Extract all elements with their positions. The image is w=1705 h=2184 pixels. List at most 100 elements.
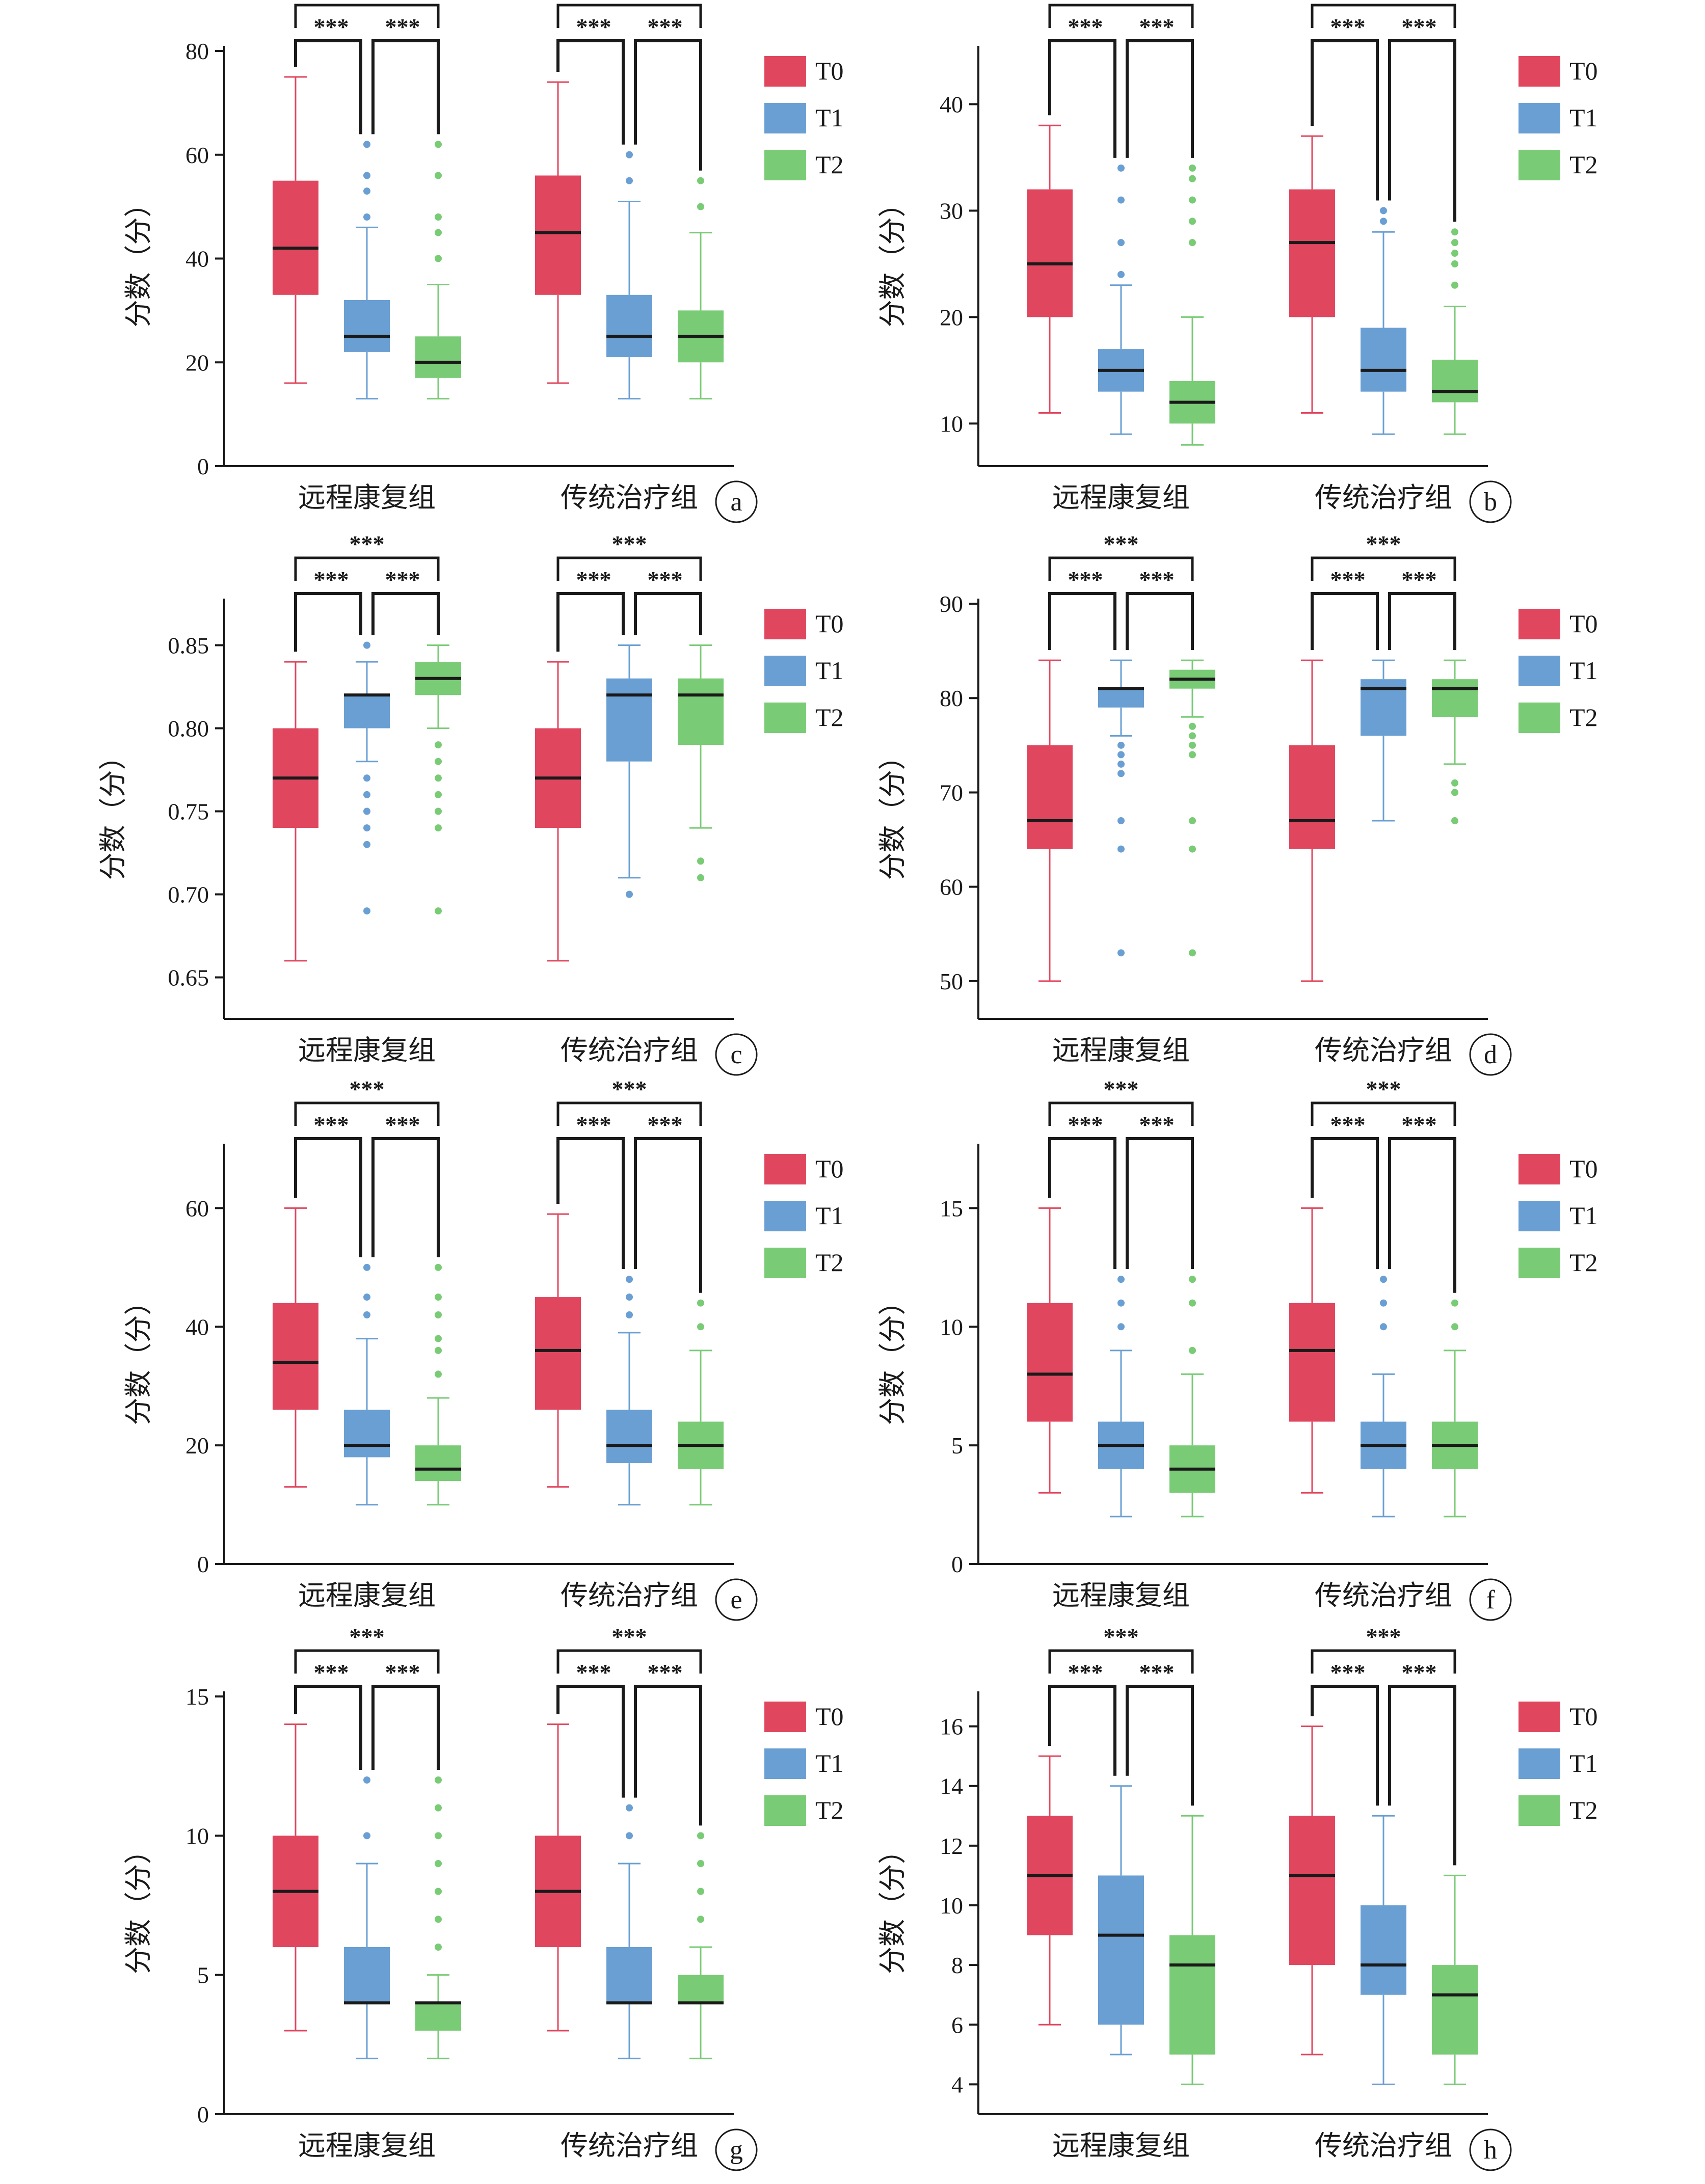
sig-label: ***: [612, 1076, 647, 1102]
bracket-t1-t2: [634, 1685, 702, 1826]
sig-label: ***: [1104, 531, 1139, 557]
bracket-t1-t2: [371, 592, 440, 635]
outlier-point: [697, 1888, 704, 1895]
box-T0: [1027, 1755, 1073, 2026]
sig-label: ***: [576, 1112, 611, 1138]
outlier-point: [1451, 1299, 1458, 1307]
outlier-point: [697, 857, 704, 865]
outlier-point: [697, 1323, 704, 1331]
sig-label: ***: [648, 567, 683, 592]
panel-letter: f: [1486, 1585, 1495, 1614]
group-label: 传统治疗组: [1315, 1580, 1452, 1611]
bracket-t1-t2: [634, 1137, 702, 1293]
y-tick-label: 0: [197, 2101, 209, 2127]
legend-label-T0: T0: [815, 609, 844, 638]
sig-label: ***: [612, 1624, 647, 1650]
outlier-point: [435, 774, 442, 782]
bracket-t1-t2: [1126, 592, 1194, 651]
outlier-point: [435, 824, 442, 832]
box-iqr: [678, 678, 724, 745]
legend-label-T2: T2: [1569, 150, 1598, 179]
sig-label: ***: [1330, 1112, 1366, 1138]
bracket-t1-t2: [1388, 1137, 1456, 1293]
bracket-t1-t2: [634, 592, 702, 635]
box-iqr: [415, 1445, 461, 1481]
sig-label: ***: [314, 567, 349, 592]
sig-label: ***: [1139, 1659, 1175, 1685]
legend-swatch-T1: [764, 1748, 806, 1779]
box-T2: [678, 177, 724, 400]
sig-label: ***: [1104, 0, 1139, 4]
significance-brackets: *********: [1048, 1076, 1194, 1270]
outlier-point: [1380, 218, 1387, 225]
outlier-point: [435, 229, 442, 236]
box-T0: [1289, 1207, 1335, 1494]
box-iqr: [1432, 360, 1478, 402]
sig-label: ***: [1402, 14, 1437, 40]
box-T1: [606, 644, 652, 898]
group-label: 远程康复组: [1052, 482, 1190, 513]
sig-label: ***: [1104, 1624, 1139, 1650]
box-iqr: [1098, 1875, 1144, 2025]
outlier-point: [626, 891, 633, 898]
outlier-point: [626, 1293, 633, 1301]
outlier-point: [363, 1776, 370, 1784]
bracket-t0-t1: [1048, 592, 1116, 651]
outlier-point: [1117, 817, 1125, 825]
outlier-point: [1380, 207, 1387, 214]
box-iqr: [1027, 745, 1073, 849]
outlier-point: [1117, 196, 1125, 204]
box-T0: [535, 1723, 581, 2032]
y-axis-label: 分数（分）: [877, 190, 908, 328]
sig-label: ***: [1330, 1659, 1366, 1685]
sig-label: ***: [385, 14, 420, 40]
significance-brackets: *********: [294, 531, 440, 652]
outlier-point: [1189, 196, 1196, 204]
outlier-point: [435, 255, 442, 262]
bracket-t0-t1: [294, 39, 362, 134]
bracket-t0-t1: [294, 1137, 362, 1257]
outlier-point: [435, 807, 442, 815]
group-label: 传统治疗组: [1315, 1035, 1452, 1066]
box-T0: [535, 1213, 581, 1488]
bracket-t0-t2: [1048, 1649, 1194, 1674]
outlier-point: [435, 172, 442, 179]
y-axis-label: 分数（分）: [877, 1288, 908, 1425]
y-tick-label: 5: [951, 1433, 963, 1459]
outlier-point: [697, 177, 704, 184]
outlier-point: [697, 1916, 704, 1923]
box-iqr: [344, 300, 390, 352]
bracket-t1-t2: [1126, 39, 1194, 158]
bracket-t0-t1: [1311, 592, 1379, 651]
box-T1: [1098, 659, 1144, 957]
outlier-point: [435, 907, 442, 915]
significance-brackets: *********: [1311, 1624, 1456, 1866]
legend-swatch-T0: [1518, 1154, 1560, 1184]
box-T1: [344, 641, 390, 915]
box-T2: [1169, 1815, 1215, 2085]
legend-label-T2: T2: [1569, 703, 1598, 732]
bracket-t0-t1: [556, 1685, 625, 1798]
box-T0: [1289, 1725, 1335, 2056]
y-tick-label: 80: [940, 685, 963, 711]
legend-swatch-T2: [1518, 1795, 1560, 1826]
outlier-point: [435, 1311, 442, 1318]
panel-letter: a: [730, 488, 742, 517]
legend-label-T1: T1: [815, 1201, 844, 1230]
box-T1: [1361, 207, 1406, 435]
panel-letter-circle: [1469, 1033, 1512, 1076]
box-iqr: [1289, 745, 1335, 849]
outlier-point: [1380, 1323, 1387, 1331]
y-tick-label: 0.75: [168, 799, 209, 825]
outlier-point: [363, 641, 370, 649]
sig-label: ***: [1402, 1659, 1437, 1685]
bracket-t0-t2: [556, 556, 702, 581]
bracket-t0-t1: [1311, 1137, 1379, 1270]
box-T0: [1027, 659, 1073, 982]
outlier-point: [1117, 741, 1125, 749]
box-iqr: [678, 1975, 724, 2003]
legend-swatch-T1: [1518, 656, 1560, 686]
outlier-point: [1451, 260, 1458, 267]
sig-label: ***: [576, 1659, 611, 1685]
box-iqr: [415, 2003, 461, 2031]
